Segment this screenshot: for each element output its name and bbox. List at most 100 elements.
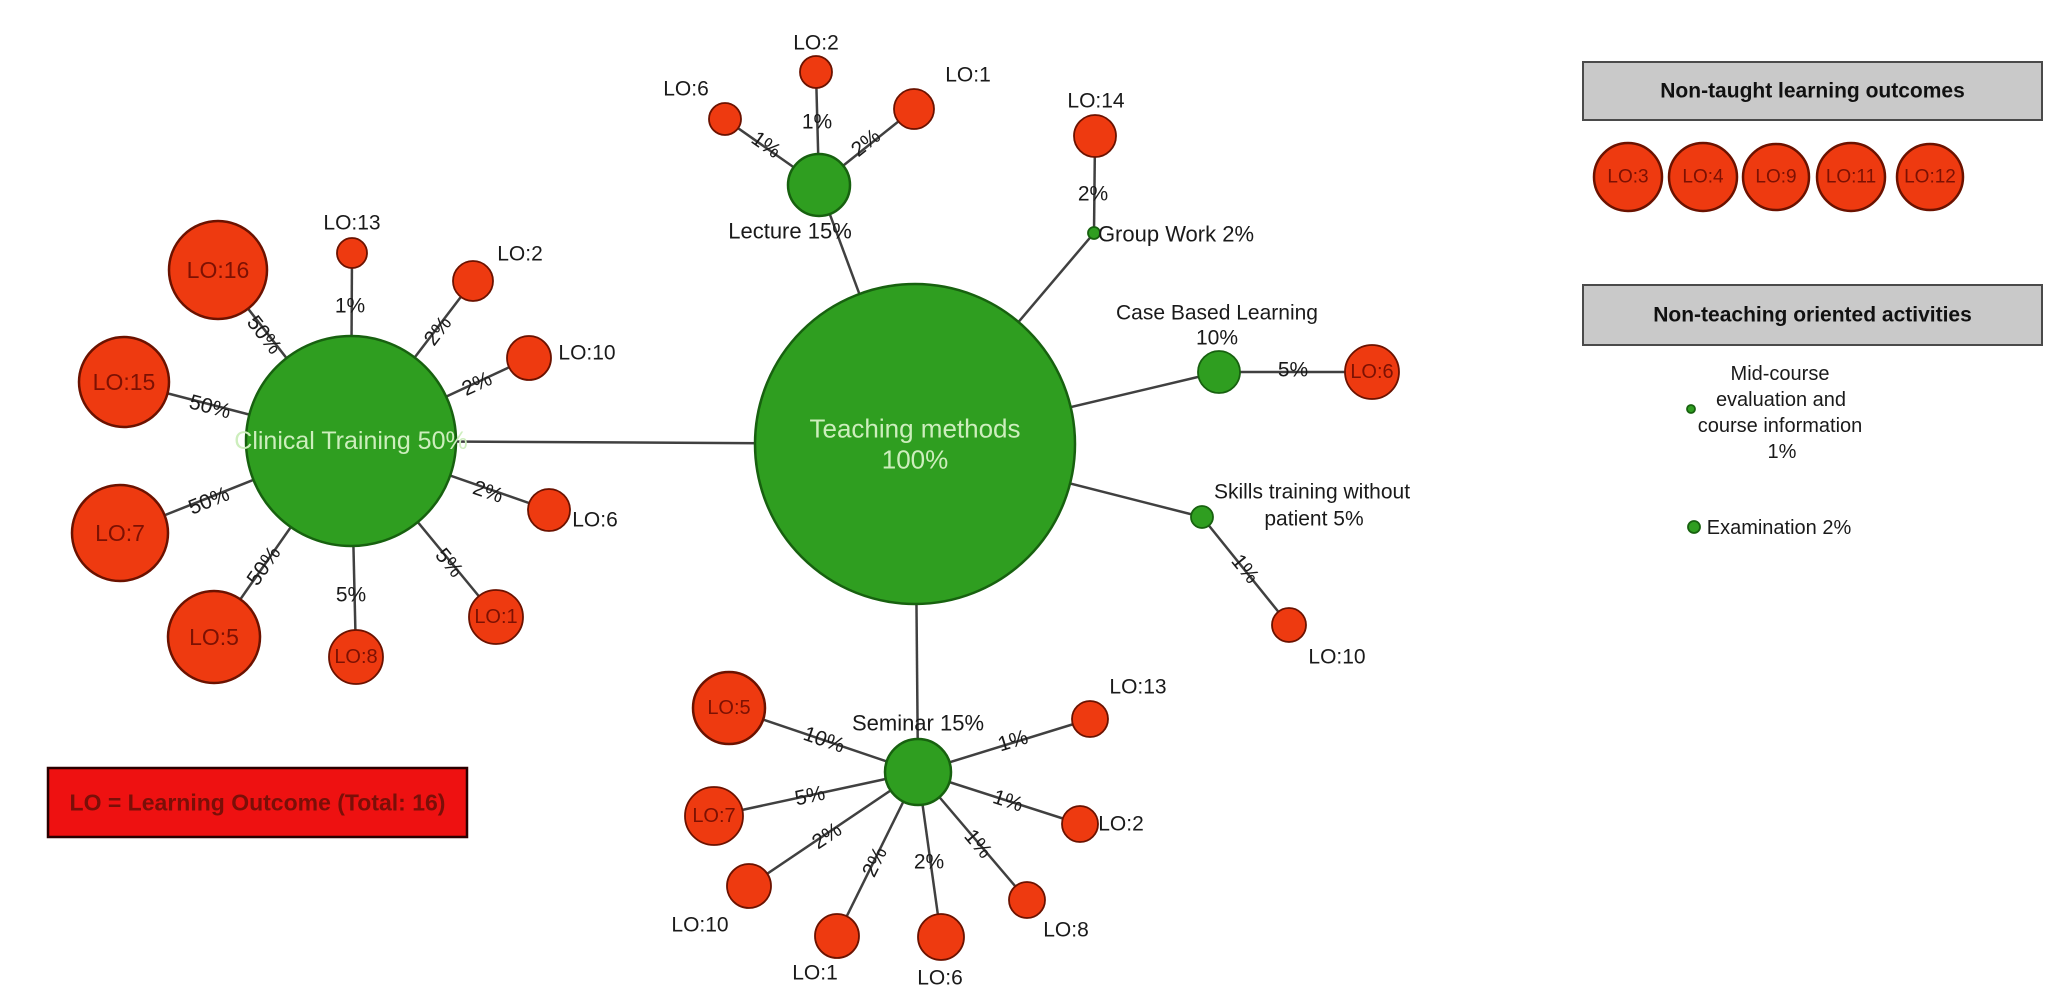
node-exam-dot-circle [1687, 520, 1701, 534]
node-clinical-label: Clinical Training 50% [234, 427, 467, 455]
node-c-lo16-circle [167, 219, 269, 321]
node-se-lo5-circle [691, 670, 767, 746]
clinical-lo2-label: LO:2 [497, 243, 543, 266]
seminar-lo10-label: LO:10 [671, 914, 728, 937]
node-cbl-circle [1197, 350, 1241, 394]
node-clinical-circle [244, 334, 458, 548]
node-teaching-label-1: Teaching methods [809, 414, 1020, 444]
node-c-lo1-label: LO:1 [474, 606, 517, 628]
edge-label-clinical-c-lo8: 5% [336, 584, 366, 607]
node-midcourse-dot-circle [1686, 404, 1696, 414]
node-se-lo7-circle [684, 786, 744, 846]
node-c-lo8-label: LO:8 [334, 646, 377, 668]
edge-label-clinical-c-lo7: 50% [185, 482, 233, 519]
node-c-lo10-circle [506, 335, 552, 381]
node-l-lo2-circle [799, 55, 833, 89]
lecture-lo2-label: LO:2 [793, 32, 839, 55]
edge-seminar-se-lo7 [713, 770, 919, 818]
node-p-lo3-label: LO:3 [1607, 167, 1648, 188]
node-p-lo12-circle [1895, 142, 1965, 212]
node-teaching-label-2: 100% [882, 444, 949, 474]
node-c-lo5-circle [166, 589, 262, 685]
edge-label-seminar-se-lo13: 1% [995, 726, 1031, 757]
edge-label-clinical-c-lo16: 50% [242, 311, 286, 358]
edge-label-clinical-c-lo13: 1% [335, 295, 365, 318]
examination-label: Examination 2% [1707, 517, 1852, 539]
seminar-lo6-label: LO:6 [917, 967, 963, 990]
node-c-lo1-circle [468, 589, 524, 645]
node-l-lo1-circle [893, 88, 935, 130]
node-c-lo7-label: LO:7 [95, 520, 145, 546]
groupwork-lo14-label: LO:14 [1067, 90, 1125, 113]
lecture-method-label: Lecture 15% [728, 219, 852, 244]
clinical-lo10-label: LO:10 [558, 342, 615, 365]
header-title-non-taught-learning-outcomes: Non-taught learning outcomes [1660, 80, 1965, 103]
legend-text: LO = Learning Outcome (Total: 16) [70, 790, 446, 816]
seminar-lo8-label: LO:8 [1043, 919, 1089, 942]
midcourse-label-line1: Mid-course [1731, 363, 1830, 385]
skills-lo10-label: LO:10 [1308, 646, 1365, 669]
header-box-non-teaching-oriented-activities [1582, 284, 2043, 346]
node-g-lo14-circle [1073, 114, 1117, 158]
seminar-lo1-label: LO:1 [792, 962, 838, 985]
node-se-lo7-label: LO:7 [692, 805, 735, 827]
skills-method-label-line1: Skills training without [1214, 481, 1410, 504]
edge-label-seminar-se-lo1: 2% [858, 843, 892, 880]
node-se-lo13-circle [1071, 700, 1109, 738]
edge-label-seminar-se-lo5: 10% [800, 722, 847, 757]
node-se-lo6-circle [917, 913, 965, 961]
node-se-lo10-circle [726, 863, 772, 909]
edge-label-clinical-c-lo10: 2% [458, 367, 495, 401]
node-s-lo10-circle [1271, 607, 1307, 643]
edge-label-clinical-c-lo5: 50% [243, 542, 286, 590]
midcourse-label-line3: course information [1698, 415, 1863, 437]
clinical-lo13-label: LO:13 [323, 212, 380, 235]
node-c-lo2-circle [452, 260, 494, 302]
seminar-lo13-label: LO:13 [1109, 676, 1166, 699]
node-seminar-circle [883, 737, 953, 807]
header-title-non-teaching-oriented-activities: Non-teaching oriented activities [1653, 304, 1972, 327]
node-p-lo11-label: LO:11 [1826, 167, 1876, 188]
node-p-lo9-circle [1741, 142, 1811, 212]
header-box-non-taught-learning-outcomes [1582, 61, 2043, 121]
edge-label-seminar-se-lo6: 2% [914, 851, 944, 874]
node-c-lo13-circle [336, 237, 368, 269]
node-skills-circle [1190, 505, 1214, 529]
clinical-lo6-label: LO:6 [572, 509, 618, 532]
node-se-lo5-label: LO:5 [707, 697, 750, 719]
node-se-lo2-circle [1061, 805, 1099, 843]
node-p-lo4-label: LO:4 [1682, 167, 1724, 188]
node-cb-lo6-label: LO:6 [1350, 361, 1393, 383]
skills-method-label-line2: patient 5% [1264, 508, 1363, 531]
node-teaching-circle [753, 282, 1077, 606]
node-c-lo16-label: LO:16 [187, 257, 250, 283]
node-se-lo1-circle [814, 913, 860, 959]
node-p-lo9-label: LO:9 [1755, 167, 1796, 188]
node-c-lo5-label: LO:5 [189, 624, 239, 650]
node-groupwork-circle [1087, 226, 1101, 240]
cbl-method-label-line2: 10% [1196, 327, 1238, 350]
edge-label-seminar-se-lo7: 5% [793, 782, 827, 811]
edge-label-clinical-c-lo15: 50% [187, 390, 234, 423]
edge-label-groupwork-g-lo14: 2% [1078, 183, 1108, 206]
edge-skills-s-lo10 [1201, 516, 1290, 626]
node-p-lo12-label: LO:12 [1904, 167, 1956, 188]
edge-label-seminar-se-lo2: 1% [990, 785, 1026, 816]
edge-label-clinical-c-lo6: 2% [470, 476, 506, 508]
cbl-method-label-line1: Case Based Learning [1116, 302, 1318, 325]
midcourse-label-line2: evaluation and [1716, 389, 1846, 411]
edge-label-cbl-cb-lo6: 5% [1278, 359, 1308, 382]
groupwork-method-label: Group Work 2% [1098, 222, 1254, 247]
node-p-lo4-circle [1667, 141, 1739, 213]
node-c-lo15-circle [77, 335, 171, 429]
node-c-lo7-circle [70, 483, 170, 583]
legend-box [46, 766, 469, 839]
node-p-lo3-circle [1592, 141, 1664, 213]
lecture-lo1-label: LO:1 [945, 64, 991, 87]
seminar-method-label: Seminar 15% [852, 711, 984, 736]
node-p-lo11-circle [1815, 141, 1887, 213]
node-lecture-circle [786, 152, 852, 218]
node-cb-lo6-circle [1344, 344, 1400, 400]
